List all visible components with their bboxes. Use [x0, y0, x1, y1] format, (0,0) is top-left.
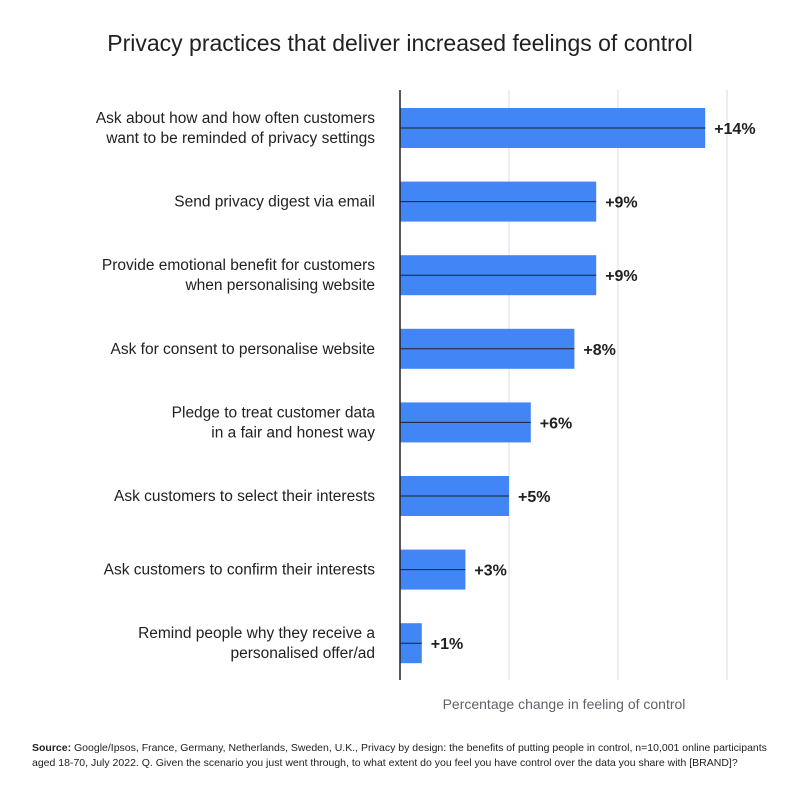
category-label: Ask for consent to personalise website: [111, 341, 376, 358]
bar-chart: Ask about how and how often customers wan…: [96, 90, 756, 712]
category-label-line: in a fair and honest way: [211, 424, 375, 441]
bars: [400, 108, 706, 664]
category-label-line: Pledge to treat customer data: [172, 404, 376, 421]
category-label: Ask customers to select their interests: [114, 488, 375, 505]
category-label: Provide emotional benefit for customers w…: [102, 257, 375, 294]
value-label: +14%: [714, 121, 755, 138]
category-label: Remind people why they receive a personal…: [138, 625, 375, 662]
category-label: Send privacy digest via email: [174, 194, 375, 211]
value-labels: +14% +9% +9% +8% +6% +5% +3% +1%: [431, 121, 756, 653]
value-label: +8%: [583, 342, 615, 359]
category-label-line: when personalising website: [184, 277, 375, 294]
chart-title: Privacy practices that deliver increased…: [107, 30, 693, 56]
value-label: +3%: [474, 563, 506, 580]
value-label: +6%: [540, 415, 572, 432]
source-text: Google/Ipsos, France, Germany, Netherlan…: [32, 742, 767, 769]
category-label-line: Ask about how and how often customers: [96, 110, 375, 127]
category-label-line: Send privacy digest via email: [174, 194, 375, 211]
category-label: Ask customers to confirm their interests: [104, 562, 376, 579]
category-label: Ask about how and how often customers wan…: [96, 110, 375, 147]
category-label: Pledge to treat customer data in a fair a…: [172, 404, 376, 441]
category-label-line: want to be reminded of privacy settings: [105, 130, 375, 147]
value-label: +9%: [605, 195, 637, 212]
source-note: Source: Google/Ipsos, France, Germany, N…: [32, 741, 772, 771]
category-label-line: Ask customers to select their interests: [114, 488, 375, 505]
category-label-line: Remind people why they receive a: [138, 625, 375, 642]
source-prefix: Source:: [32, 742, 72, 754]
category-label-line: Provide emotional benefit for customers: [102, 257, 375, 274]
category-labels: Ask about how and how often customers wan…: [96, 110, 376, 662]
x-axis-label: Percentage change in feeling of control: [443, 696, 686, 712]
value-label: +9%: [605, 268, 637, 285]
value-label: +5%: [518, 489, 550, 506]
value-label: +1%: [431, 636, 463, 653]
category-label-line: personalised offer/ad: [231, 645, 375, 662]
category-label-line: Ask customers to confirm their interests: [104, 562, 376, 579]
grid-lines: [508, 90, 728, 680]
category-label-line: Ask for consent to personalise website: [111, 341, 376, 358]
